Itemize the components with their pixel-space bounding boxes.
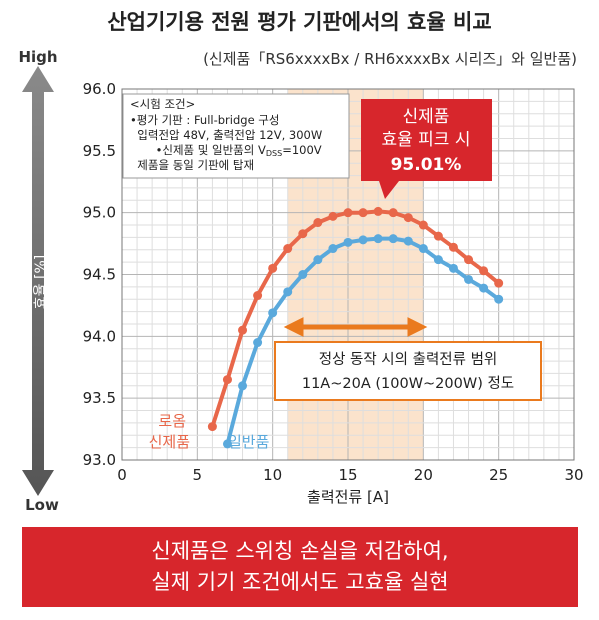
- data-point-new: [283, 244, 293, 254]
- data-point-new: [479, 266, 489, 276]
- banner-line-2: 실제 기기 조건에서도 고효율 실현: [151, 570, 449, 594]
- plot-border: [121, 88, 575, 461]
- high-low-arrow: [22, 66, 54, 496]
- data-point-conventional: [464, 274, 474, 284]
- data-point-new: [448, 242, 458, 252]
- data-point-conventional: [268, 308, 278, 318]
- data-point-conventional: [343, 237, 353, 247]
- y-tick-label: 94.0: [83, 327, 116, 345]
- data-point-conventional: [494, 294, 504, 304]
- axis-low-label: Low: [25, 496, 59, 514]
- data-point-conventional: [479, 283, 489, 293]
- data-point-conventional: [313, 255, 323, 265]
- data-point-conventional: [328, 244, 338, 254]
- data-point-new: [418, 220, 428, 230]
- data-point-new: [313, 218, 323, 228]
- data-point-new: [433, 231, 443, 241]
- data-point-conventional: [298, 270, 308, 279]
- chart-title: 산업기기용 전원 평가 기판에서의 효율 비교: [107, 10, 492, 34]
- data-point-new: [328, 211, 338, 221]
- series-layer: [207, 206, 504, 449]
- chart-subtitle: (신제품「RS6xxxxBx / RH6xxxxBx 시리즈」와 일반품): [203, 50, 577, 68]
- x-tick-label: 20: [414, 466, 433, 484]
- data-point-new: [494, 278, 504, 288]
- data-point-new: [298, 229, 308, 239]
- data-point-conventional: [418, 244, 428, 254]
- conditions-line-4: 제품을 동일 기판에 탑재: [130, 158, 254, 172]
- data-point-new: [403, 213, 413, 223]
- data-point-new: [207, 422, 217, 432]
- data-point-conventional: [283, 287, 293, 297]
- series-label-new-line-2: 신제품: [149, 433, 190, 451]
- y-tick-label: 94.5: [83, 266, 116, 284]
- data-point-new: [268, 263, 278, 273]
- y-tick-label: 95.0: [83, 204, 116, 222]
- data-point-conventional: [253, 338, 263, 348]
- x-tick-label: 10: [263, 466, 282, 484]
- x-tick-label: 5: [193, 466, 203, 484]
- conditions-heading: <시험 조건>: [130, 97, 195, 111]
- data-point-conventional: [238, 381, 248, 391]
- x-axis-title: 출력전류 [A]: [307, 488, 389, 506]
- y-tick-label: 93.0: [83, 451, 116, 469]
- banner-line-1: 신제품은 스위칭 손실을 저감하여,: [151, 539, 449, 563]
- series-label-conventional: 일반품: [228, 433, 269, 451]
- conditions-line-2: 입력전압 48V, 출력전압 12V, 300W: [130, 128, 322, 142]
- peak-callout-line-2: 효율 피크 시: [381, 130, 470, 150]
- peak-callout-line-1: 신제품: [403, 107, 450, 127]
- series-label-new-line-1: 로옴: [158, 412, 186, 430]
- y-tick-label: 96.0: [83, 80, 116, 98]
- data-point-conventional: [373, 234, 383, 244]
- data-point-conventional: [433, 255, 443, 265]
- x-tick-label: 0: [117, 466, 127, 484]
- data-point-conventional: [222, 439, 232, 449]
- data-point-conventional: [358, 235, 368, 245]
- conditions-line-1: •평가 기판 : Full-bridge 구성: [130, 113, 279, 127]
- x-tick-label: 15: [338, 466, 357, 484]
- peak-callout-value: 95.01%: [391, 155, 462, 175]
- y-axis-title: 효율 [%]: [33, 255, 49, 309]
- data-point-new: [358, 208, 368, 218]
- data-point-conventional: [403, 236, 413, 246]
- range-box-line-1: 정상 동작 시의 출력전류 범위: [319, 351, 498, 368]
- y-tick-label: 93.5: [83, 389, 116, 407]
- conclusion-banner: 신제품은 스위칭 손실을 저감하여, 실제 기기 조건에서도 고효율 실현: [22, 527, 578, 607]
- x-tick-labels: 0 5 10 15 20 25 30: [117, 466, 583, 484]
- x-tick-label: 25: [489, 466, 508, 484]
- data-point-new: [464, 255, 474, 265]
- peak-callout: 신제품 효율 피크 시 95.01%: [361, 99, 492, 199]
- data-point-new: [253, 291, 263, 301]
- test-conditions-box: <시험 조건> •평가 기판 : Full-bridge 구성 입력전압 48V…: [122, 93, 350, 179]
- range-box-line-2: 11A~20A (100W~200W) 정도: [302, 375, 514, 392]
- data-point-new: [343, 208, 353, 218]
- data-point-new: [238, 325, 248, 335]
- efficiency-chart: High Low 효율 [%] 93.0 93.5 94.0 94.5 95.0 95.5…: [18, 48, 583, 514]
- data-point-new: [373, 206, 383, 216]
- data-point-conventional: [388, 234, 398, 244]
- data-point-new: [222, 375, 232, 385]
- y-tick-labels: 93.0 93.5 94.0 94.5 95.0 95.5 96.0: [83, 80, 116, 469]
- y-tick-label: 95.5: [83, 142, 116, 160]
- x-tick-label: 30: [564, 466, 583, 484]
- data-point-conventional: [448, 263, 458, 273]
- operating-range-box: 정상 동작 시의 출력전류 범위 11A~20A (100W~200W) 정도: [274, 341, 542, 401]
- conditions-line-3: •신제품 및 일반품의 VDSS=100V: [130, 143, 340, 158]
- data-point-new: [388, 208, 398, 218]
- axis-high-label: High: [18, 48, 57, 66]
